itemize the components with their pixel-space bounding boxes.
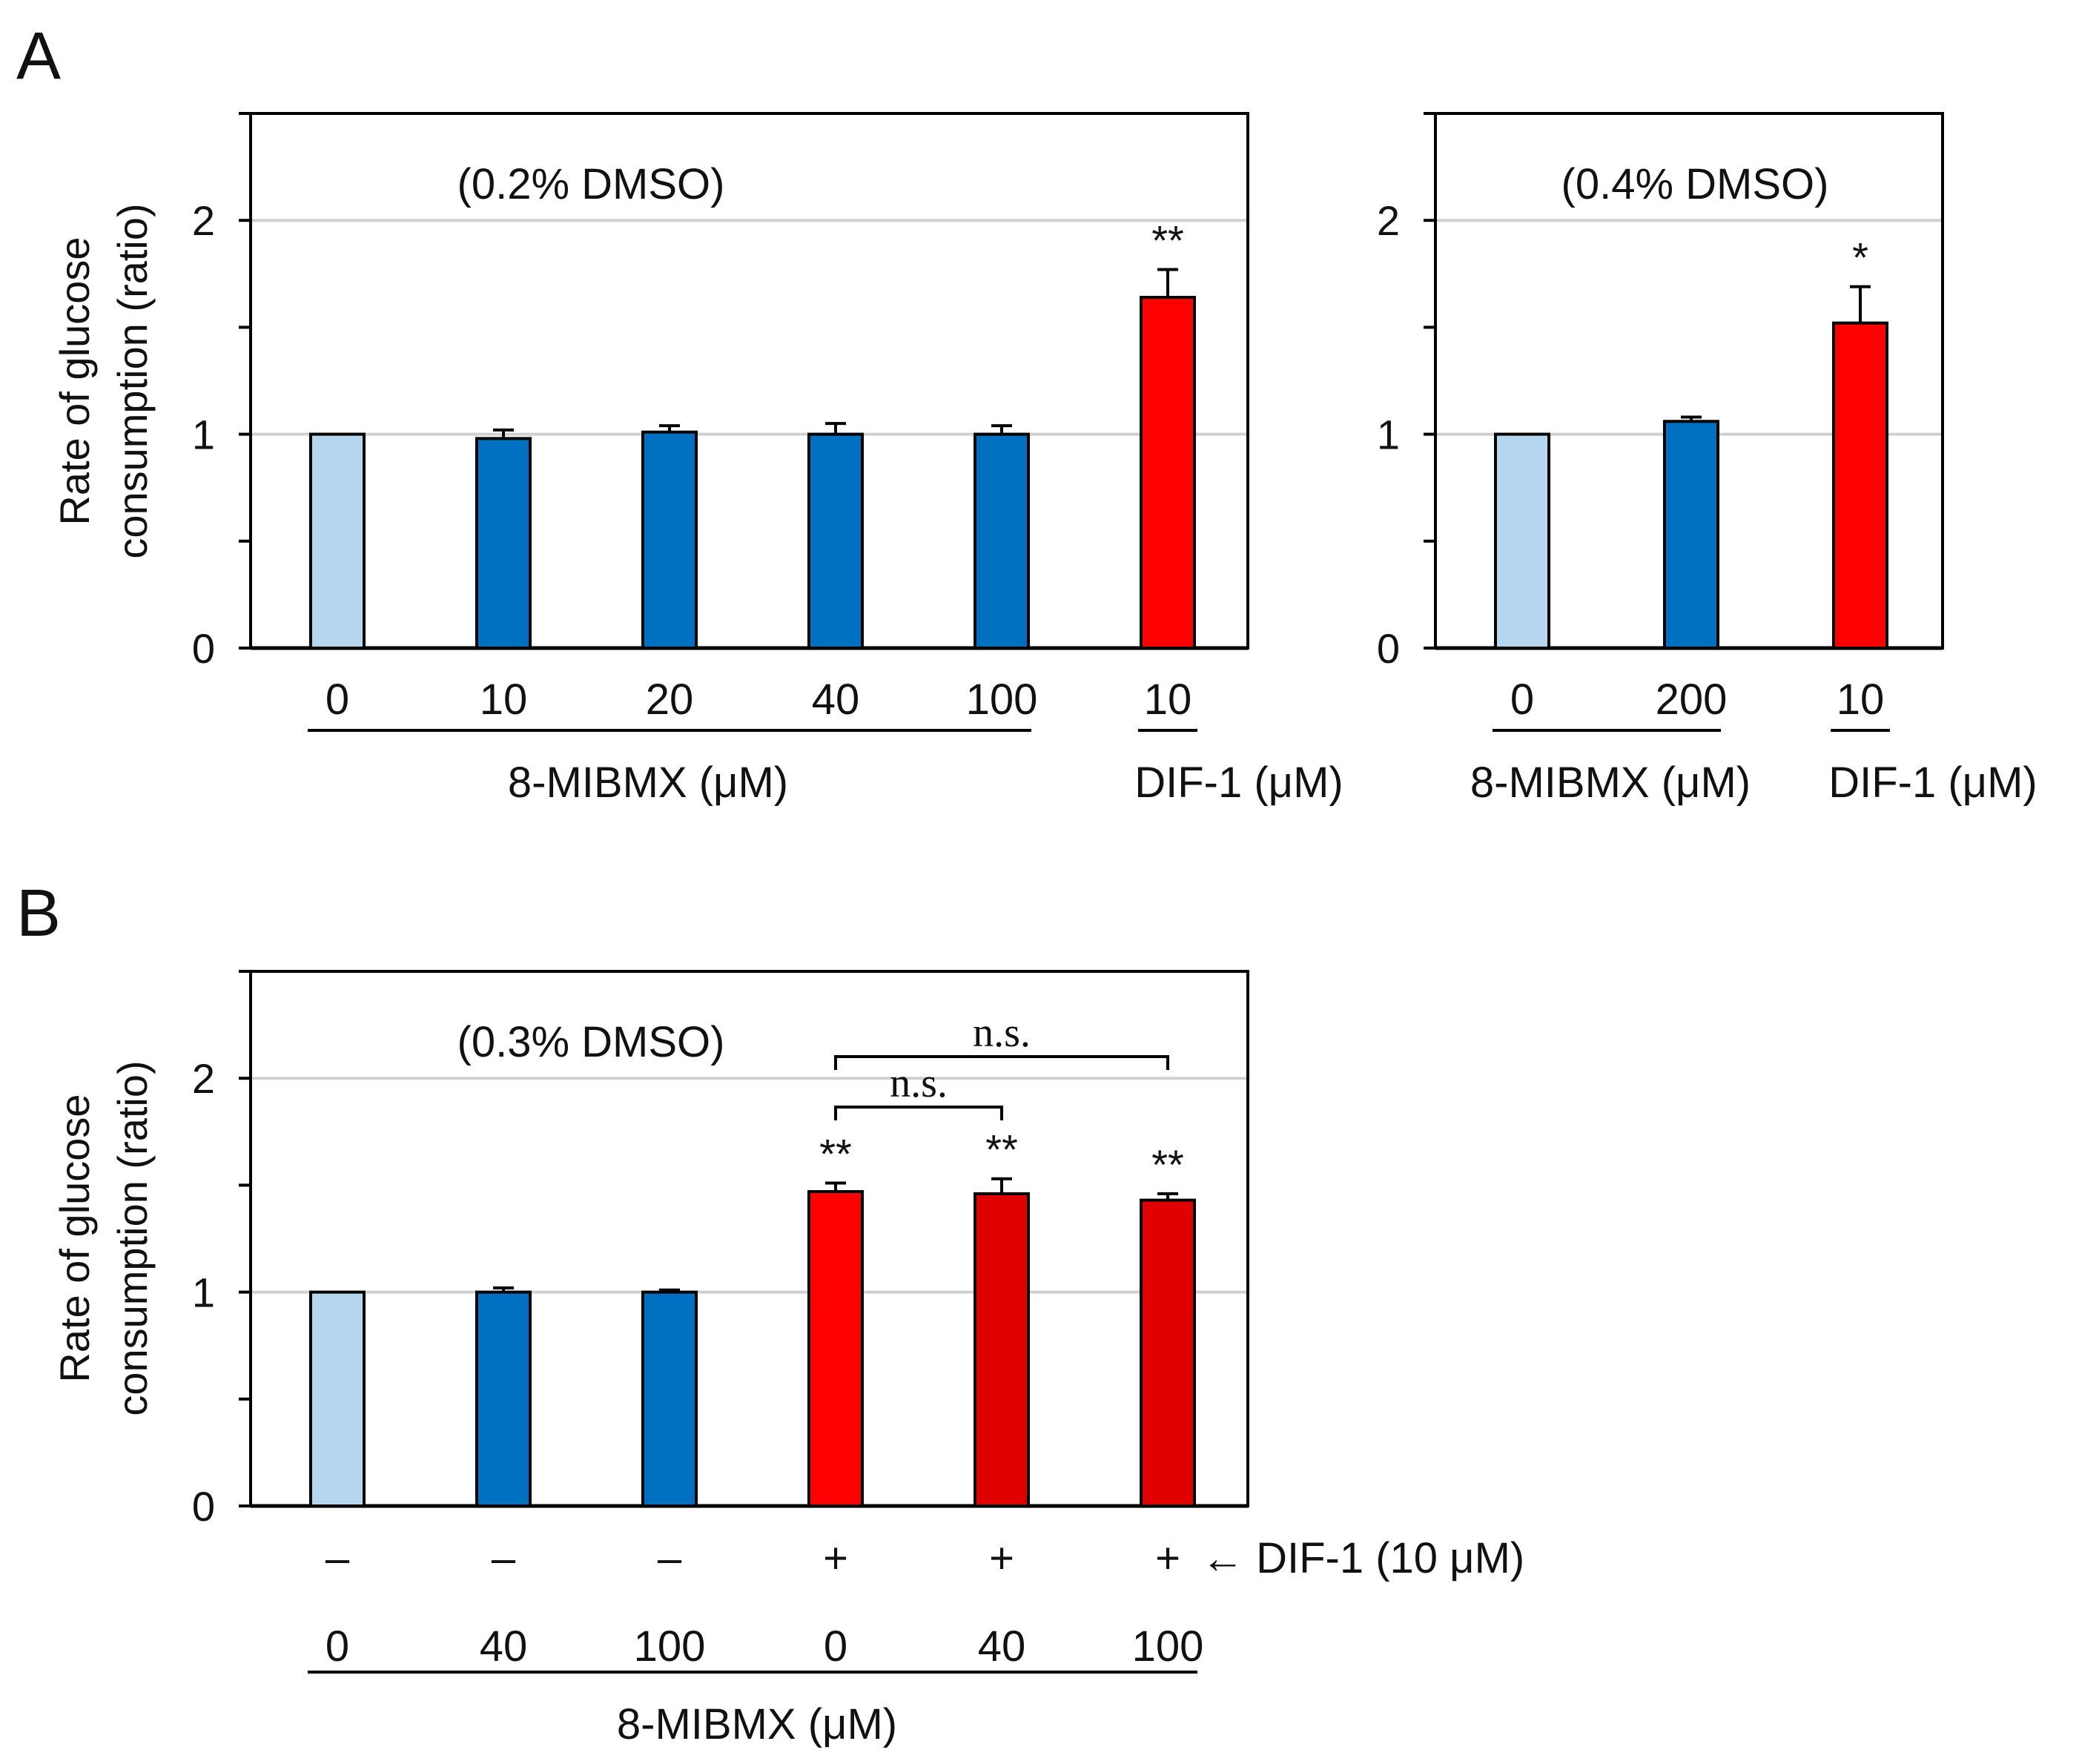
dif1-sign: – (325, 1534, 350, 1582)
plot-frame (249, 112, 1249, 650)
chart-title: (0.3% DMSO) (457, 1018, 725, 1066)
chart-title: (0.4% DMSO) (1561, 160, 1829, 208)
bar (1494, 432, 1550, 650)
group-label: 8-MIBMX (μM) (1470, 759, 1751, 807)
group-label: 8-MIBMX (μM) (508, 759, 788, 807)
category-label: 10 (1837, 675, 1885, 724)
significance-mark: ** (985, 1126, 1018, 1173)
bracket-label: n.s. (973, 1010, 1031, 1056)
category-label: 100 (1132, 1622, 1204, 1671)
significance-mark: ** (1151, 217, 1184, 264)
bar (807, 1190, 864, 1507)
category-label: 0 (325, 675, 349, 724)
y-tick-label: 2 (1377, 197, 1400, 244)
bar (1140, 296, 1196, 650)
category-label: 40 (480, 1622, 528, 1671)
panel-b-chart: B 0 1 2 Rate of glucose consumption (ratio) (0… (16, 876, 1524, 1748)
significance-bracket (834, 1055, 1169, 1070)
bar (309, 1290, 366, 1507)
bar (475, 1290, 532, 1507)
group-label: DIF-1 (μM) (1828, 759, 2037, 807)
category-label: 0 (325, 1622, 349, 1671)
panel-label: B (16, 876, 61, 951)
dif1-condition-label: ← DIF-1 (10 μM) (1201, 1534, 1524, 1582)
y-axis-label-line2: consumption (ratio) (109, 1060, 156, 1416)
bar (1140, 1198, 1196, 1507)
plot-frame (249, 970, 1249, 1507)
y-tick-label: 1 (192, 1269, 215, 1316)
panel-label: A (16, 19, 61, 93)
bar (974, 432, 1030, 650)
category-label: 200 (1656, 675, 1728, 724)
category-label: 40 (978, 1622, 1026, 1671)
category-label: 40 (812, 675, 860, 724)
dif1-sign: + (823, 1534, 848, 1582)
y-axis-label-line2: consumption (ratio) (109, 203, 156, 558)
y-tick-label: 1 (192, 412, 215, 458)
group-label: DIF-1 (μM) (1134, 759, 1343, 807)
y-axis-label-line1: Rate of glucose (51, 237, 98, 525)
category-label: 100 (966, 675, 1038, 724)
category-label: 0 (824, 1622, 847, 1671)
category-label: 10 (1144, 675, 1192, 724)
category-label: 10 (480, 675, 528, 724)
bar (641, 430, 698, 650)
significance-mark: ** (1151, 1141, 1184, 1188)
y-tick-label: 0 (1377, 625, 1400, 672)
bar (309, 432, 366, 650)
dif1-sign: + (989, 1534, 1014, 1582)
category-label: 20 (646, 675, 694, 724)
bar (475, 437, 532, 650)
y-tick-label: 2 (192, 197, 215, 244)
bar (1832, 321, 1888, 650)
y-tick-label: 0 (192, 625, 215, 672)
bar (1663, 420, 1719, 650)
significance-mark: ** (819, 1131, 852, 1177)
bar (641, 1290, 698, 1507)
panel-a-left-chart: A 0 1 2 Rate of glucose consumption (ratio) (0… (16, 19, 1343, 807)
dif1-sign: – (492, 1534, 516, 1582)
chart-title: (0.2% DMSO) (457, 160, 725, 208)
bar (807, 432, 864, 650)
group-label: 8-MIBMX (μM) (617, 1700, 897, 1748)
category-label: 0 (1510, 675, 1534, 724)
dif1-sign: + (1155, 1534, 1180, 1582)
y-tick-label: 1 (1377, 412, 1400, 458)
bracket-label: n.s. (890, 1060, 948, 1106)
bar (974, 1192, 1030, 1508)
significance-mark: * (1852, 234, 1868, 281)
y-tick-label: 2 (192, 1055, 215, 1102)
y-axis-label-line1: Rate of glucose (51, 1094, 98, 1382)
y-tick-label: 0 (192, 1483, 215, 1530)
significance-bracket (834, 1106, 1003, 1120)
dif1-sign: – (658, 1534, 682, 1582)
panel-a-right-chart: 0 1 2 (0.4% DMSO) 0 200 * 10 8-MIBMX (μM) DIF-1 (… (1377, 112, 2037, 807)
category-label: 100 (634, 1622, 706, 1671)
